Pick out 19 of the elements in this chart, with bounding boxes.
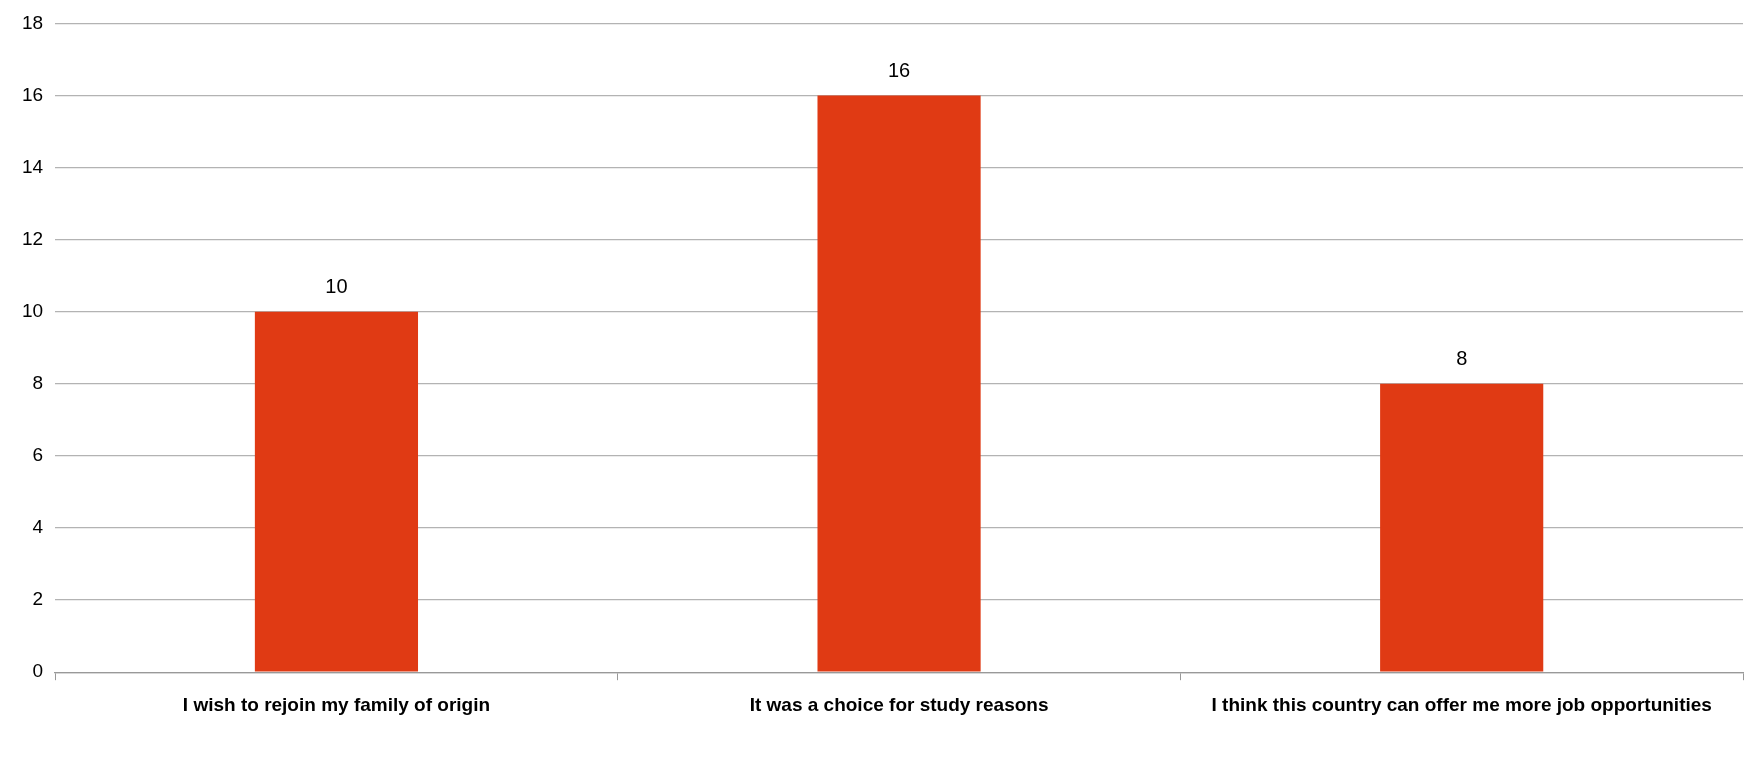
y-tick-label: 8 xyxy=(32,372,44,394)
x-tick-label: I wish to rejoin my family of origin xyxy=(182,693,491,715)
y-tick-label: 18 xyxy=(21,11,44,33)
x-tick-label: I think this country can offer me more job opportunities xyxy=(1211,693,1712,715)
data-label: 10 xyxy=(325,275,348,298)
y-tick-label: 4 xyxy=(32,516,44,538)
bar xyxy=(1380,383,1544,672)
y-tick-label: 2 xyxy=(32,588,44,610)
bar xyxy=(817,95,981,672)
data-label: 8 xyxy=(1456,347,1468,370)
y-tick-label: 6 xyxy=(32,444,44,466)
y-tick-label: 16 xyxy=(21,83,44,105)
x-tick-label: It was a choice for study reasons xyxy=(749,693,1049,715)
data-label: 16 xyxy=(887,59,911,81)
y-tick-label: 14 xyxy=(21,155,44,177)
y-tick-label: 10 xyxy=(21,299,44,321)
y-tick-label: 0 xyxy=(32,660,44,682)
y-tick-label: 12 xyxy=(21,227,44,249)
bar xyxy=(254,311,419,672)
